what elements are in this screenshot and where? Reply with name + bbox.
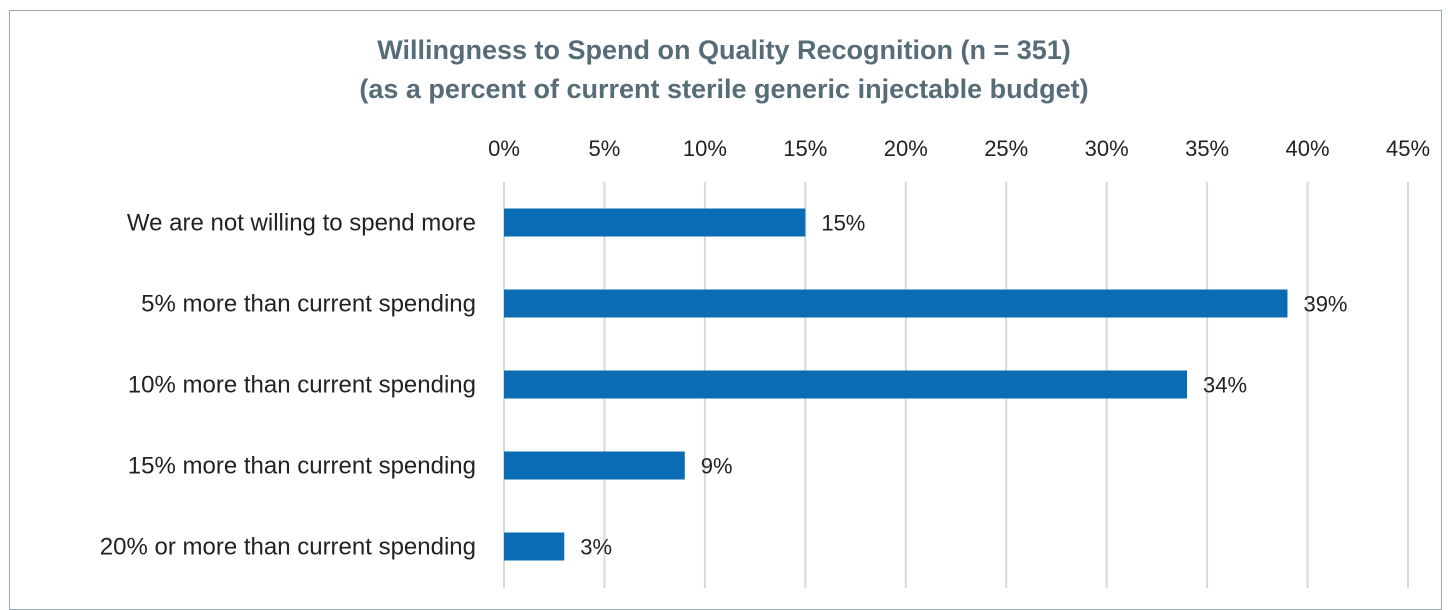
x-tick-label: 45% xyxy=(1386,136,1430,161)
x-tick-label: 35% xyxy=(1185,136,1229,161)
x-tick-label: 25% xyxy=(984,136,1028,161)
category-label: 10% more than current spending xyxy=(128,372,476,399)
chart-title: Willingness to Spend on Quality Recognit… xyxy=(377,35,1071,65)
x-tick-label: 10% xyxy=(683,136,727,161)
data-label: 34% xyxy=(1203,373,1247,398)
bars xyxy=(504,208,1288,561)
bar xyxy=(504,289,1288,318)
bar xyxy=(504,451,685,480)
bar-chart: 0% 5% 10% 15% 20% 25% 30% 35% 40% 45% We are not … xyxy=(100,136,1430,588)
category-label: 15% more than current spending xyxy=(128,453,476,480)
category-label: We are not willing to spend more xyxy=(127,210,476,237)
bar xyxy=(504,208,806,237)
chart-subtitle: (as a percent of current sterile generic… xyxy=(359,74,1089,104)
bar xyxy=(504,532,565,561)
category-label: 5% more than current spending xyxy=(141,291,476,318)
x-tick-label: 0% xyxy=(488,136,520,161)
data-label: 9% xyxy=(701,454,733,479)
x-tick-label: 15% xyxy=(783,136,827,161)
data-labels: 15% 39% 34% 9% 3% xyxy=(580,211,1347,560)
bar xyxy=(504,370,1188,399)
x-axis-tick-labels: 0% 5% 10% 15% 20% 25% 30% 35% 40% 45% xyxy=(488,136,1430,161)
x-tick-label: 20% xyxy=(884,136,928,161)
data-label: 15% xyxy=(821,211,865,236)
category-labels: We are not willing to spend more 5% more … xyxy=(100,210,476,561)
x-tick-label: 5% xyxy=(589,136,621,161)
data-label: 39% xyxy=(1303,292,1347,317)
data-label: 3% xyxy=(580,535,612,560)
category-label: 20% or more than current spending xyxy=(100,534,476,561)
x-tick-label: 40% xyxy=(1286,136,1330,161)
x-tick-label: 30% xyxy=(1085,136,1129,161)
